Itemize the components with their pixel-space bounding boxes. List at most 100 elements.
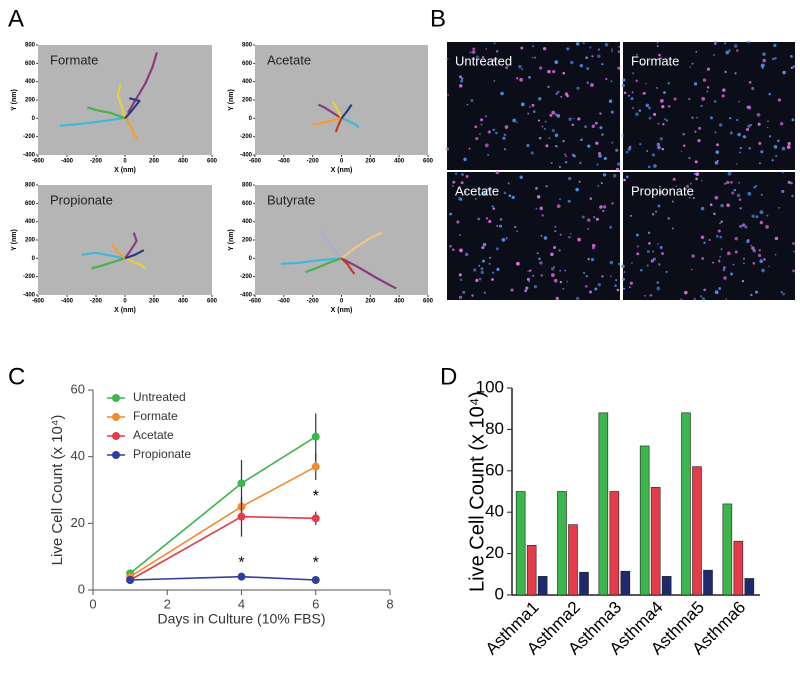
cell-dot: [730, 181, 733, 184]
cell-dot: [587, 228, 590, 231]
trajectory: [320, 227, 343, 260]
x-axis-label: X (nm): [114, 167, 136, 174]
trajectory: [305, 257, 342, 274]
cell-dot: [695, 50, 698, 53]
cell-dot: [554, 113, 558, 116]
cell-dot: [636, 252, 640, 256]
cell-dot: [466, 103, 469, 106]
cell-dot: [573, 117, 575, 120]
panel-label: D: [440, 363, 457, 390]
cell-dot: [554, 144, 557, 148]
x-tick-label: -200: [307, 159, 320, 165]
cell-dot: [578, 180, 581, 183]
cell-dot: [787, 180, 791, 185]
trajectory: [341, 117, 360, 129]
cell-dot: [601, 133, 604, 136]
cell-dot: [667, 104, 671, 108]
y-tick-label: 200: [242, 98, 253, 104]
cell-dot: [449, 212, 453, 216]
cell-dot: [480, 118, 483, 122]
cell-dot: [602, 173, 607, 177]
subplot-title: Acetate: [267, 52, 311, 67]
cell-dot: [452, 248, 455, 252]
cell-dot: [781, 189, 785, 193]
cell-dot: [540, 234, 543, 237]
cell-dot: [502, 136, 506, 140]
trajectory: [124, 257, 147, 271]
cell-dot: [562, 139, 565, 143]
cell-dot: [734, 250, 738, 254]
cell-dot: [562, 287, 565, 290]
cell-dot: [651, 213, 655, 216]
cell-dot: [762, 58, 766, 63]
cell-dot: [536, 252, 539, 255]
y-axis-label: Y (nm): [228, 89, 235, 111]
x-tick-label: 0: [340, 159, 344, 165]
cell-dot: [481, 246, 485, 250]
cell-dot: [458, 75, 463, 79]
cell-dot: [652, 250, 655, 253]
cell-dot: [773, 43, 777, 48]
cell-dot: [496, 267, 500, 271]
cell-dot: [538, 136, 542, 140]
trajectory: [312, 117, 342, 126]
cell-dot: [484, 143, 489, 148]
cell-dot: [604, 42, 609, 47]
cell-dot: [641, 62, 644, 66]
cell-dot: [747, 40, 750, 44]
cell-dot: [667, 82, 671, 85]
y-tick-label: -200: [240, 274, 253, 280]
cell-dot: [700, 206, 705, 211]
data-point: [237, 512, 246, 521]
legend-label: Untreated: [133, 390, 186, 404]
cell-dot: [579, 161, 582, 165]
cell-dot: [628, 145, 632, 149]
cell-dot: [527, 112, 530, 115]
cell-dot: [748, 81, 752, 84]
cell-dot: [741, 223, 746, 227]
x-tick-label: 400: [178, 299, 189, 305]
bar: [579, 571, 589, 596]
image-label: Untreated: [455, 53, 512, 68]
cell-dot: [520, 46, 524, 50]
cell-dot: [682, 144, 686, 148]
bar: [620, 570, 631, 596]
cell-dot: [728, 49, 731, 52]
cell-dot: [655, 210, 658, 213]
cell-dot: [766, 214, 769, 217]
cell-dot: [586, 67, 590, 70]
y-tick-label: -400: [240, 153, 253, 159]
cell-dot: [774, 236, 779, 241]
cell-dot: [628, 286, 631, 289]
bar: [515, 491, 526, 596]
cell-dot: [789, 54, 793, 58]
cell-dot: [572, 154, 576, 158]
cell-dot: [564, 161, 568, 164]
cell-dot: [481, 55, 485, 59]
x-tick-label: 0: [340, 299, 344, 305]
cell-dot: [577, 117, 581, 121]
micrograph: [623, 172, 795, 300]
cell-dot: [469, 51, 472, 54]
cell-dot: [656, 87, 658, 89]
cell-dot: [582, 42, 585, 45]
cell-dot: [761, 268, 765, 273]
cell-dot: [545, 185, 548, 188]
cell-dot: [736, 193, 741, 198]
cell-dot: [747, 124, 751, 128]
cell-dot: [656, 45, 659, 48]
cell-dot: [492, 128, 496, 132]
cell-dot: [709, 116, 713, 120]
cell-dot: [586, 81, 590, 85]
cell-dot: [609, 260, 614, 265]
cell-dot: [720, 220, 723, 223]
cell-dot: [709, 203, 713, 207]
cell-dot: [616, 288, 620, 292]
cell-dot: [714, 160, 719, 165]
bar: [598, 412, 609, 596]
cell-dot: [617, 50, 621, 53]
cell-dot: [713, 54, 715, 56]
cell-dot: [618, 45, 621, 48]
cell-dot: [468, 147, 471, 150]
cell-dot: [734, 72, 737, 75]
